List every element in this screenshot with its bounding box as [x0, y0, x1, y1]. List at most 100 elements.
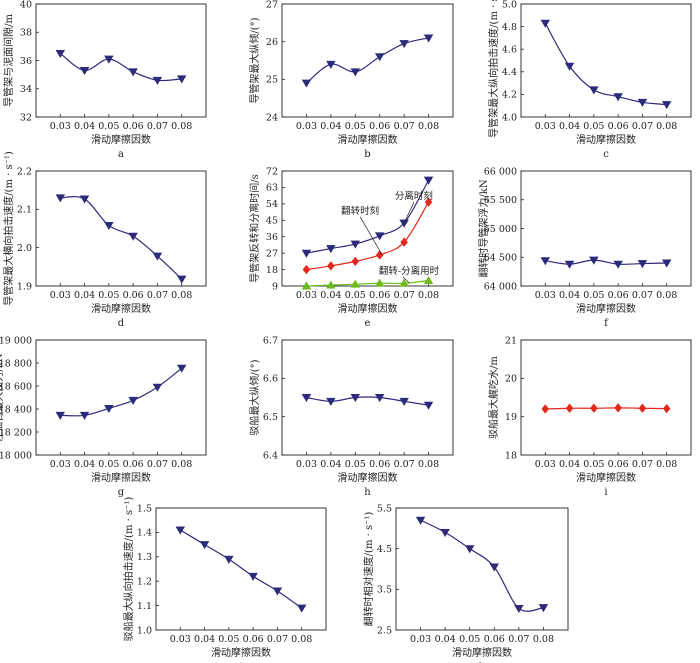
x-tick-label: 0.03: [410, 634, 431, 645]
panel-e-frame: [281, 170, 454, 287]
x-tick-label: 0.05: [345, 121, 366, 132]
y-tick-label: 1.0: [137, 625, 152, 636]
panel-d: 0.03 0.04 0.05 0.06 0.07 0.08 1.9 2.0 2.1 2.2 滑动摩擦…: [2, 151, 207, 329]
data-point-d-0-0: [55, 194, 66, 203]
data-point-g-0-5: [176, 364, 187, 373]
data-point-e-1-5: [424, 197, 433, 207]
y-tick-label: 72: [266, 166, 278, 177]
x-tick-label: 0.04: [74, 290, 95, 301]
panel-h: 0.03 0.04 0.05 0.06 0.07 0.08 6.4 6.5 6.6 6.7 滑动摩擦…: [248, 335, 454, 498]
data-point-b-0-3: [374, 53, 385, 62]
y-tick-label: 19: [505, 412, 517, 423]
data-point-b-0-2: [350, 68, 361, 77]
x-tick-label: 0.06: [243, 634, 264, 645]
x-tick-label: 0.07: [632, 121, 653, 132]
x-tick-label: 0.07: [147, 121, 168, 132]
y-tick-label: 21: [505, 335, 517, 346]
x-axis-label: 滑动摩擦因数: [91, 471, 151, 484]
x-tick-label: 0.08: [291, 634, 312, 645]
data-point-i-0-3: [614, 403, 622, 413]
x-tick-label: 0.06: [369, 290, 390, 301]
x-tick-label: 0.06: [369, 121, 390, 132]
annotation-label: 翻转时刻: [341, 205, 379, 217]
panel-f: 0.03 0.04 0.05 0.06 0.07 0.08 64 000 64 500 65 0…: [477, 166, 692, 329]
x-tick-label: 0.08: [171, 459, 192, 470]
data-point-b-0-5: [423, 34, 434, 43]
x-tick-label: 0.03: [296, 121, 317, 132]
panel-k: 0.03 0.04 0.05 0.06 0.07 0.08 2.5 3.5 4.5 5.5 滑动摩擦…: [362, 503, 569, 663]
y-tick-label: 2.5: [377, 625, 392, 636]
x-tick-label: 0.03: [535, 121, 556, 132]
data-point-g-0-2: [104, 404, 114, 414]
y-tick-label: 40: [20, 0, 32, 10]
panel-j: 0.03 0.04 0.05 0.06 0.07 0.08 1.0 1.1 1.2 1.3 1.4 1…: [122, 497, 327, 663]
series-line-d-0: [60, 196, 183, 280]
x-tick-label: 0.07: [267, 634, 288, 645]
y-tick-label: 5.0: [502, 0, 517, 10]
panel-g-frame: [35, 339, 207, 456]
data-point-d-0-3: [128, 232, 138, 241]
x-tick-label: 0.05: [583, 121, 604, 132]
x-tick-label: 0.06: [608, 290, 629, 301]
data-point-e-1-1: [327, 261, 335, 271]
x-axis-label: 滑动摩擦因数: [452, 646, 512, 659]
x-tick-label: 0.05: [98, 121, 119, 132]
panel-letter: d: [118, 318, 125, 329]
y-axis-label: 导管架与泥面间隙/m: [2, 14, 15, 107]
x-tick-label: 0.08: [418, 290, 439, 301]
panel-letter: f: [604, 318, 609, 329]
series-line-i-0: [545, 407, 667, 410]
x-tick-label: 0.05: [345, 290, 366, 301]
y-tick-label: 63: [266, 183, 278, 194]
data-point-a-0-4: [152, 76, 163, 85]
series-line-e-2: [306, 279, 429, 287]
data-point-h-0-5: [423, 401, 434, 410]
x-tick-label: 0.05: [345, 459, 366, 470]
annotation-leader: [402, 276, 410, 283]
x-tick-label: 0.08: [656, 121, 677, 132]
data-point-j-0-2: [224, 555, 234, 564]
x-tick-label: 0.04: [559, 290, 580, 301]
x-axis-label: 滑动摩擦因数: [576, 471, 636, 484]
panel-c-frame: [520, 3, 692, 118]
y-tick-label: 9: [272, 281, 278, 292]
x-tick-label: 0.07: [632, 459, 653, 470]
x-tick-label: 0.05: [583, 459, 604, 470]
x-axis-label: 滑动摩擦因数: [576, 133, 636, 146]
data-point-k-0-5: [538, 604, 549, 613]
y-tick-label: 18 800: [0, 358, 32, 369]
data-point-c-0-4: [637, 98, 648, 107]
x-tick-label: 0.07: [394, 121, 415, 132]
y-axis-label: 驳船最大纵倾/(°): [248, 359, 261, 435]
x-axis-label: 滑动摩擦因数: [338, 471, 398, 484]
y-tick-label: 18 600: [0, 381, 32, 392]
x-tick-label: 0.04: [559, 459, 580, 470]
x-tick-label: 0.04: [74, 121, 95, 132]
data-point-d-0-1: [79, 195, 90, 204]
x-tick-label: 0.08: [656, 459, 677, 470]
data-point-e-0-5: [423, 176, 434, 185]
panel-letter: g: [118, 487, 125, 498]
y-tick-label: 19 000: [0, 335, 32, 346]
data-point-e-1-4: [400, 237, 408, 247]
data-point-c-0-2: [589, 86, 599, 95]
data-point-b-0-4: [399, 40, 409, 49]
data-point-j-0-0: [175, 526, 186, 535]
data-point-c-0-1: [564, 62, 575, 71]
data-point-i-0-0: [541, 404, 550, 414]
data-point-j-0-5: [296, 604, 307, 613]
y-tick-label: 1.3: [137, 552, 152, 563]
x-tick-label: 0.07: [147, 459, 168, 470]
x-tick-label: 0.04: [74, 459, 95, 470]
y-axis-label: 翻转时相对速度/(m · s⁻¹): [362, 512, 375, 627]
y-tick-label: 4.0: [502, 112, 517, 123]
data-point-d-0-4: [152, 252, 163, 261]
annotation-label: 翻转-分离用时: [379, 265, 440, 277]
panel-a-frame: [35, 3, 207, 118]
y-tick-label: 1.9: [17, 281, 32, 292]
x-tick-label: 0.03: [50, 290, 71, 301]
x-tick-label: 0.03: [50, 121, 71, 132]
data-point-h-0-3: [374, 394, 385, 403]
series-line-j-0: [179, 529, 303, 609]
